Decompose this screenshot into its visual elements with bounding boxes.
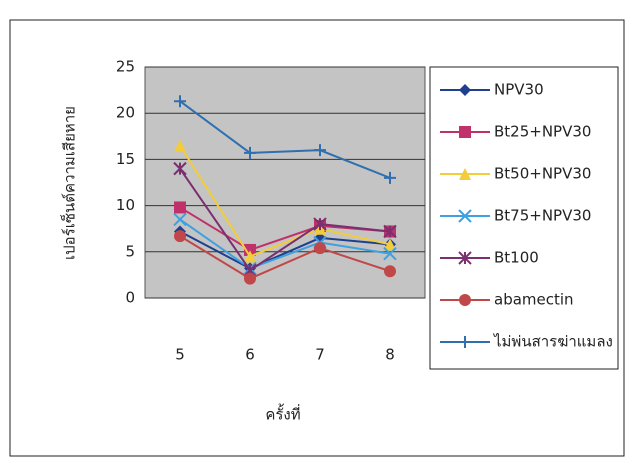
marker <box>174 201 186 213</box>
y-tick-label: 15 <box>116 150 135 168</box>
x-tick-label: 5 <box>175 346 185 364</box>
legend-label: NPV30 <box>494 81 544 99</box>
marker <box>384 265 396 277</box>
x-axis-label: ครั้งที่ <box>265 404 300 424</box>
x-tick-label: 6 <box>245 346 255 364</box>
y-tick-label: 0 <box>125 289 135 307</box>
y-axis-label: เปอร์เซ็นต์ความเสียหาย <box>60 106 79 260</box>
marker <box>244 273 256 285</box>
legend-marker <box>459 294 471 306</box>
x-tick-label: 8 <box>385 346 395 364</box>
y-tick-label: 10 <box>116 196 135 214</box>
y-tick-label: 25 <box>116 58 135 76</box>
legend-marker <box>459 126 471 138</box>
legend-label: abamectin <box>494 291 574 309</box>
x-tick-label: 7 <box>315 346 325 364</box>
legend-label: Bt100 <box>494 249 539 267</box>
y-tick-label: 20 <box>116 104 135 122</box>
y-tick-label: 5 <box>125 242 135 260</box>
marker <box>174 230 186 242</box>
marker <box>314 242 326 254</box>
chart: เปอร์เซ็นต์ความเสียหาย ครั้งที่ 0 5 10 15 20… <box>0 0 632 472</box>
legend-label: Bt25+NPV30 <box>494 123 591 141</box>
legend-label: Bt50+NPV30 <box>494 165 591 183</box>
legend-label: ไม่พ่นสารฆ่าแมลง <box>493 333 613 351</box>
legend-label: Bt75+NPV30 <box>494 207 591 225</box>
